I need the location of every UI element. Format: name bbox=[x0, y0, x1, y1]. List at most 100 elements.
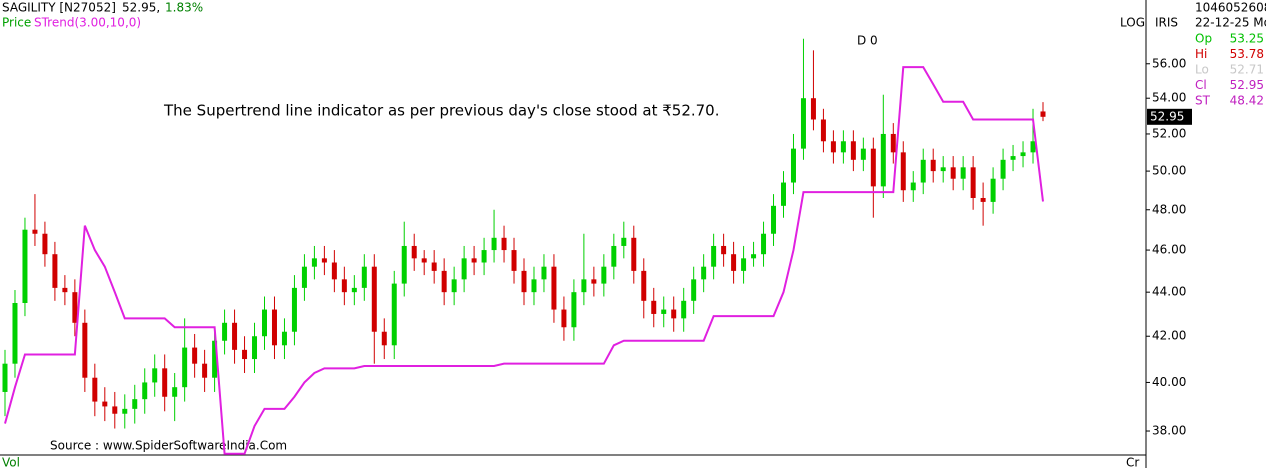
candle-body bbox=[830, 141, 836, 153]
candle-body bbox=[810, 98, 816, 120]
candle-body bbox=[761, 233, 767, 255]
candle-body bbox=[860, 148, 866, 160]
info-value: 52.71 bbox=[1230, 63, 1264, 77]
candle-body bbox=[521, 270, 527, 293]
y-tick-label: 54.00 bbox=[1152, 91, 1186, 105]
candle-body bbox=[990, 178, 996, 202]
price-tag-box bbox=[1147, 108, 1192, 125]
candle-body bbox=[2, 363, 8, 392]
info-label: Lo bbox=[1195, 63, 1209, 77]
candle-body bbox=[301, 266, 307, 288]
candle-body bbox=[341, 279, 347, 293]
candle-body bbox=[850, 141, 856, 160]
y-tick-label: 38.00 bbox=[1152, 424, 1186, 438]
candle-body bbox=[651, 300, 657, 314]
candle-body bbox=[711, 245, 717, 267]
candle-body bbox=[771, 205, 777, 234]
candle-body bbox=[950, 167, 956, 179]
candle-body bbox=[800, 98, 806, 149]
candle-body bbox=[202, 363, 208, 378]
candle-body bbox=[52, 254, 58, 288]
change: 1.83% bbox=[165, 1, 203, 15]
candle-body bbox=[880, 133, 886, 187]
pane-label: Cr bbox=[1126, 456, 1139, 468]
pane-label: Vol bbox=[2, 456, 20, 468]
candle-body bbox=[691, 279, 697, 301]
candle-body bbox=[142, 382, 148, 400]
candle-body bbox=[32, 229, 38, 234]
info-label: Hi bbox=[1195, 47, 1207, 61]
y-tick-label: 48.00 bbox=[1152, 202, 1186, 216]
info-value: 53.25 bbox=[1230, 32, 1264, 46]
candle-body bbox=[900, 152, 906, 191]
candle-body bbox=[611, 245, 617, 267]
candle-body bbox=[671, 309, 677, 319]
scale-label: IRIS bbox=[1155, 16, 1178, 30]
candle-body bbox=[641, 270, 647, 301]
candle-body bbox=[391, 283, 397, 346]
candle-body bbox=[361, 266, 367, 288]
candle-body bbox=[1010, 156, 1016, 160]
candle-body bbox=[1020, 152, 1026, 157]
y-tick-label: 40.00 bbox=[1152, 375, 1186, 389]
candle-body bbox=[351, 287, 357, 293]
candle-body bbox=[281, 331, 287, 346]
candle-body bbox=[262, 309, 267, 337]
y-tick-label: 46.00 bbox=[1152, 243, 1186, 257]
marker-label: D 0 bbox=[857, 34, 878, 48]
candle-body bbox=[271, 309, 277, 346]
candle-body bbox=[381, 331, 387, 346]
candle-body bbox=[451, 279, 457, 293]
candle-body bbox=[501, 237, 507, 251]
candle-body bbox=[182, 347, 188, 388]
candle-body bbox=[1040, 111, 1046, 117]
candle-body bbox=[970, 167, 976, 198]
candle-body bbox=[42, 233, 48, 255]
candle-body bbox=[12, 302, 18, 364]
candle-body bbox=[1000, 159, 1006, 179]
candle-body bbox=[701, 266, 707, 280]
candle-body bbox=[790, 148, 796, 183]
indicator-legend: STrend(3.00,10,0) bbox=[34, 16, 141, 30]
y-tick-label: 42.00 bbox=[1152, 329, 1186, 343]
candle-body bbox=[531, 279, 537, 293]
annotation: The Supertrend line indicator as per pre… bbox=[163, 102, 719, 120]
y-tick-label: 52.00 bbox=[1152, 126, 1186, 140]
candle-body bbox=[621, 237, 627, 246]
candle-body bbox=[172, 387, 178, 397]
candle-body bbox=[940, 167, 946, 172]
symbol: SAGILITY [N27052] bbox=[2, 1, 116, 15]
candle-body bbox=[541, 266, 547, 280]
candle-body bbox=[162, 368, 168, 397]
info-label: Op bbox=[1195, 32, 1212, 46]
price-tag: 52.95 bbox=[1150, 109, 1184, 123]
candle-body bbox=[441, 270, 447, 293]
candle-body bbox=[132, 399, 138, 409]
info-label: Cl bbox=[1195, 78, 1207, 92]
price-legend: Price bbox=[2, 16, 31, 30]
y-tick-label: 50.00 bbox=[1152, 164, 1186, 178]
candle-body bbox=[82, 322, 88, 378]
candle-body bbox=[421, 258, 427, 263]
candle-body bbox=[232, 322, 238, 350]
candle-body bbox=[252, 336, 258, 360]
candle-body bbox=[92, 377, 98, 402]
source: Source : www.SpiderSoftwareIndia.Com bbox=[50, 439, 287, 453]
candle-body bbox=[910, 182, 916, 191]
info-label: ST bbox=[1195, 94, 1211, 108]
candle-body bbox=[1030, 141, 1036, 153]
candle-body bbox=[431, 262, 437, 271]
candle-body bbox=[321, 258, 327, 263]
candle-body bbox=[681, 300, 687, 319]
candle-body bbox=[980, 197, 986, 202]
candle-body bbox=[471, 258, 477, 263]
y-tick-label: 56.00 bbox=[1152, 56, 1186, 70]
candle-body bbox=[481, 250, 487, 263]
candle-body bbox=[511, 250, 517, 271]
candle-body bbox=[661, 309, 667, 314]
info-value: 48.42 bbox=[1230, 94, 1264, 108]
candle-body bbox=[122, 408, 128, 414]
candle-body bbox=[102, 401, 108, 407]
